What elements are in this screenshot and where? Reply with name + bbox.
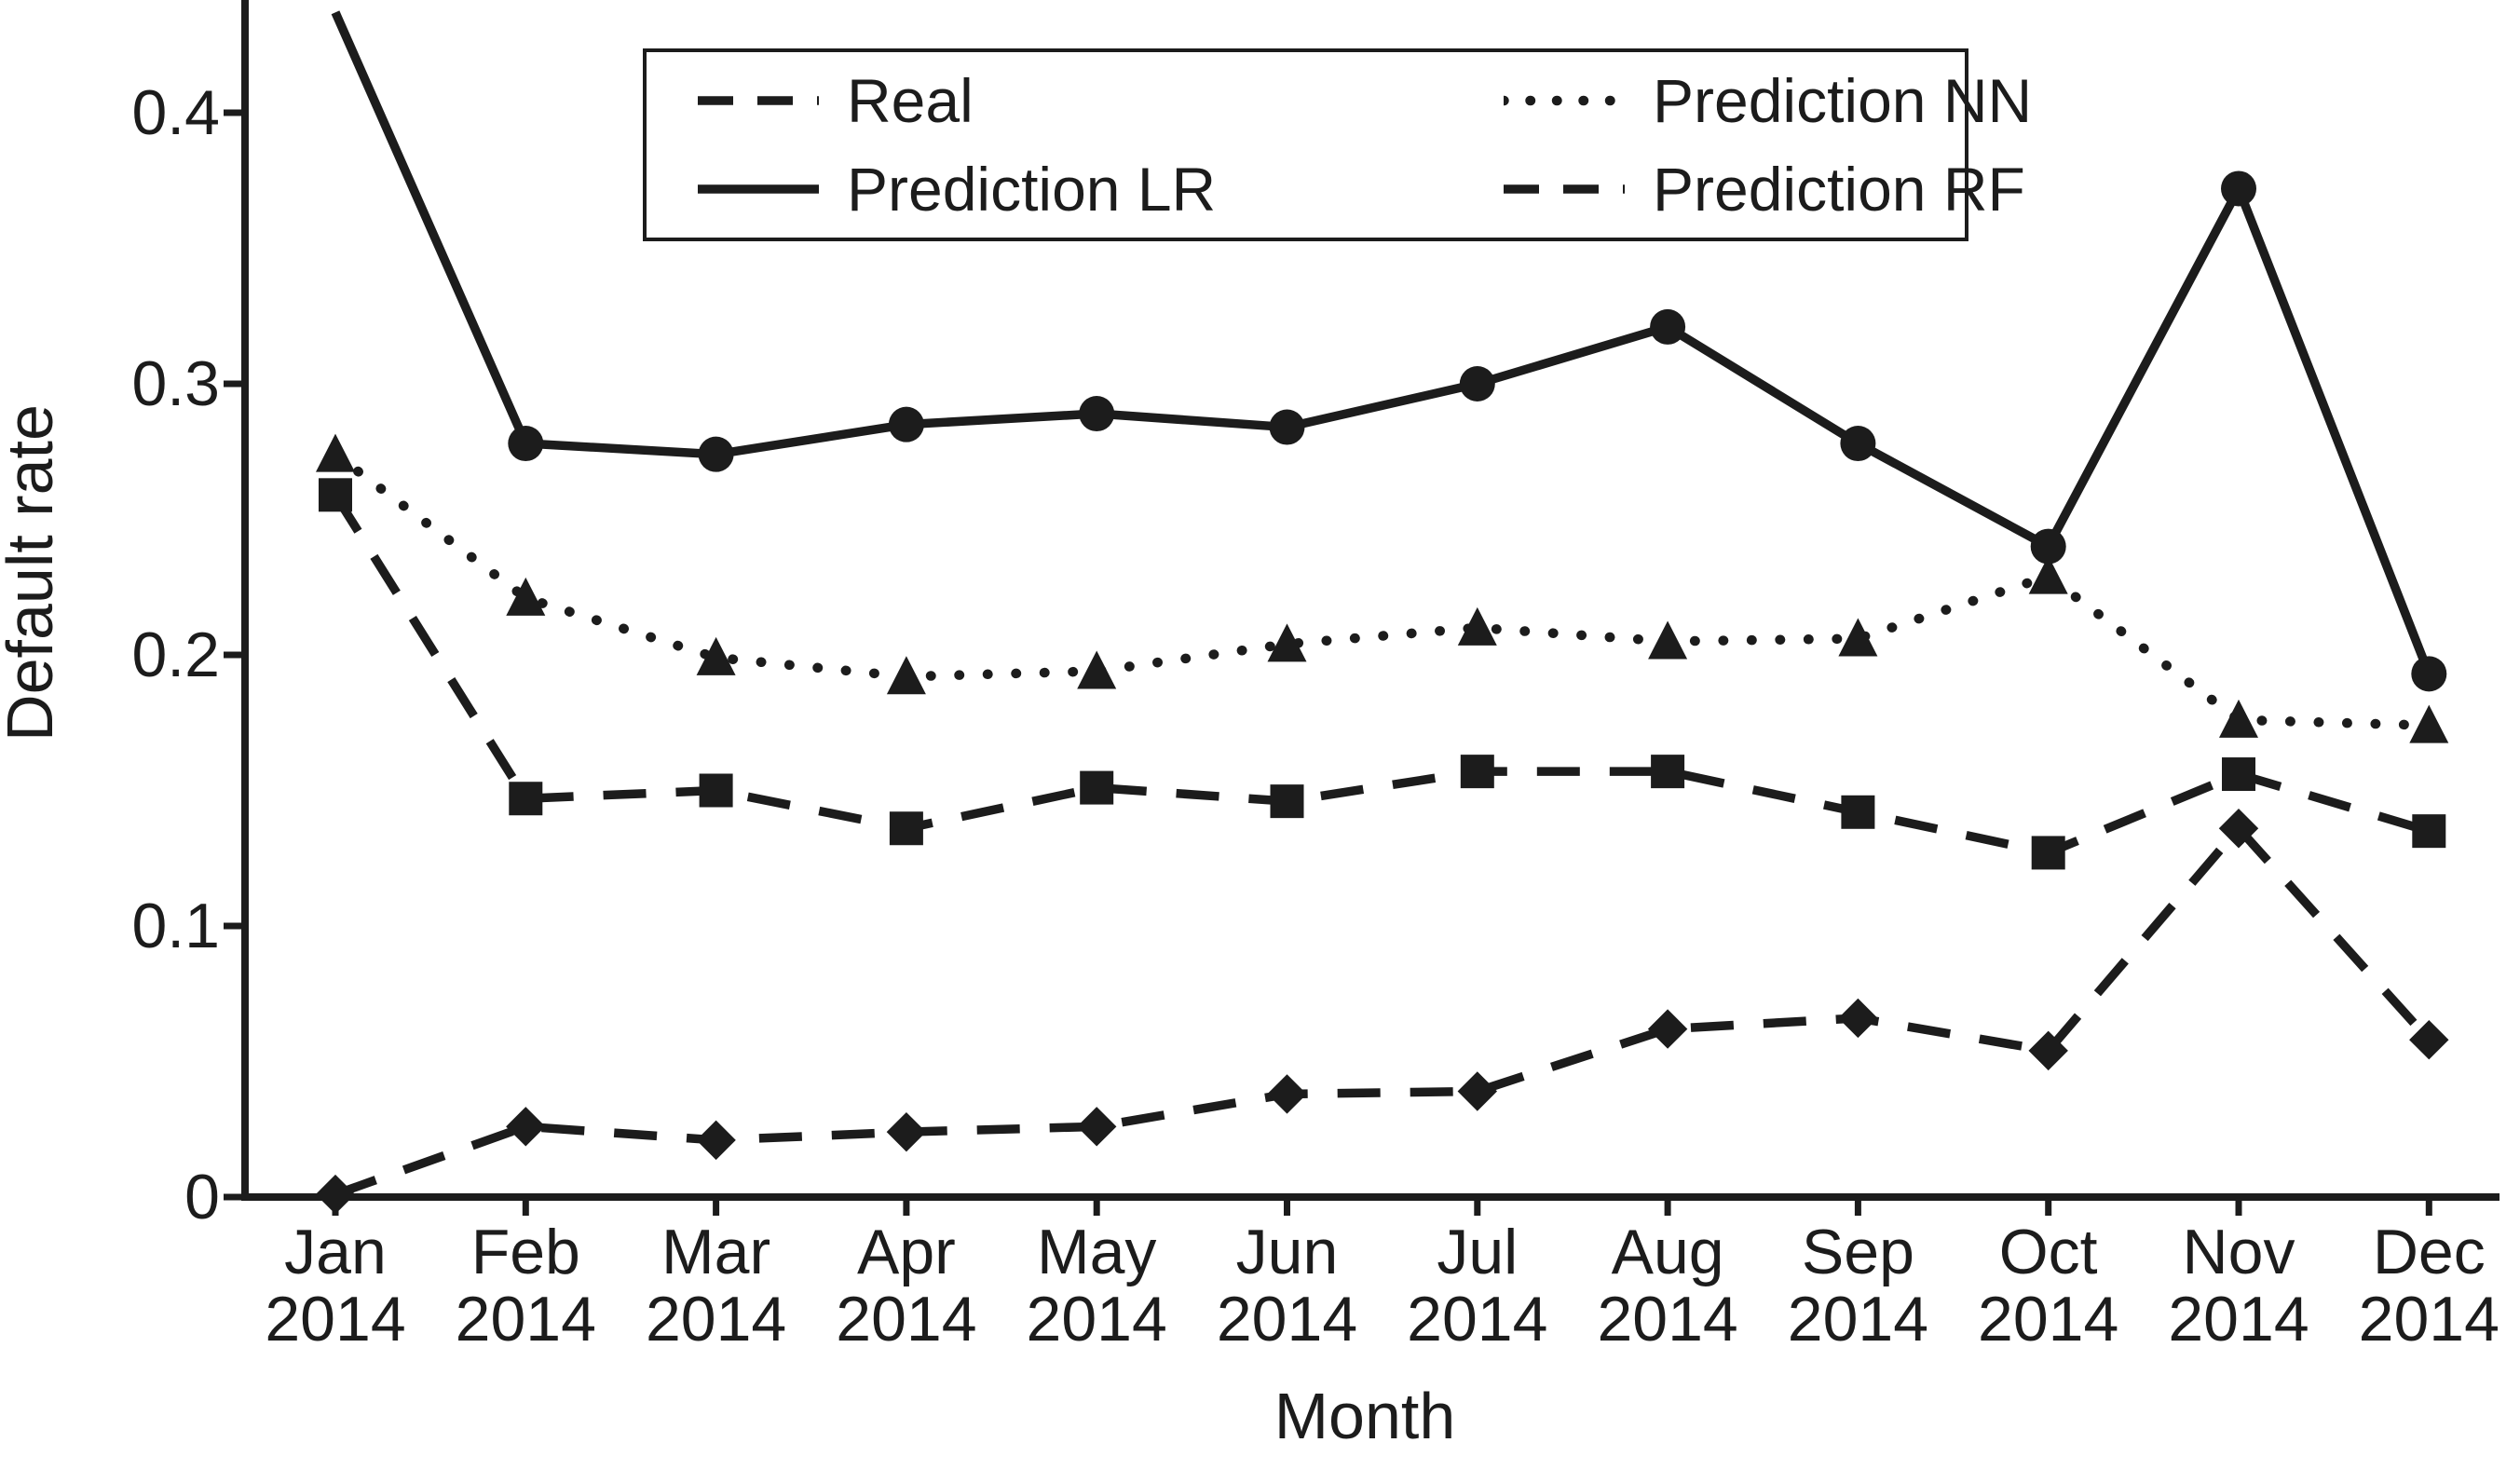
marker-prediction-lr — [1079, 396, 1115, 432]
x-tick-label: Nov 2014 — [2168, 1217, 2309, 1354]
marker-prediction-lr — [2221, 170, 2256, 207]
marker-prediction-rf — [1460, 755, 1494, 789]
marker-prediction-rf — [699, 773, 733, 808]
legend-label-prediction-rf: Prediction RF — [1653, 155, 2025, 225]
legend-entry-real: Real — [698, 56, 1504, 145]
marker-prediction-lr — [1269, 409, 1305, 445]
marker-prediction-lr — [1459, 366, 1495, 402]
marker-real — [1267, 1074, 1307, 1114]
marker-real — [886, 1111, 927, 1152]
x-tick-label: Jan 2014 — [265, 1217, 406, 1354]
marker-prediction-nn — [696, 636, 736, 675]
marker-real — [315, 1174, 356, 1215]
marker-prediction-lr — [698, 436, 734, 472]
marker-prediction-rf — [2222, 757, 2255, 792]
legend-label-prediction-nn: Prediction NN — [1653, 65, 2033, 135]
marker-prediction-nn — [2219, 699, 2258, 738]
x-tick-label: Dec 2014 — [2358, 1217, 2500, 1354]
marker-prediction-rf — [1270, 784, 1304, 819]
marker-real — [1076, 1107, 1117, 1147]
marker-prediction-nn — [2028, 555, 2068, 594]
marker-real — [1838, 998, 1878, 1039]
series-real — [315, 809, 2449, 1215]
marker-prediction-nn — [316, 433, 355, 472]
series-line-prediction-rf — [331, 492, 2431, 858]
marker-prediction-lr — [1840, 426, 1876, 462]
x-tick-label: Feb 2014 — [455, 1217, 596, 1354]
marker-prediction-rf — [1841, 795, 1875, 829]
marker-real — [696, 1120, 736, 1161]
x-tick-label: Mar 2014 — [645, 1217, 787, 1354]
x-tick-label: Jul 2014 — [1407, 1217, 1548, 1354]
marker-prediction-nn — [1077, 650, 1117, 689]
marker-prediction-lr — [508, 426, 544, 462]
marker-prediction-nn — [886, 656, 926, 695]
legend-entry-prediction-lr: Prediction LR — [698, 145, 1504, 235]
marker-prediction-lr — [888, 406, 924, 442]
y-tick-label: 0.4 — [131, 77, 220, 148]
marker-prediction-rf — [1080, 770, 1114, 805]
marker-prediction-rf — [889, 811, 923, 846]
legend-sample-lr-solid-circle-icon — [698, 184, 819, 194]
y-tick-label: 0.3 — [131, 348, 220, 419]
marker-prediction-nn — [2409, 704, 2449, 743]
series-line-prediction-nn — [330, 449, 2434, 730]
legend-entry-prediction-rf: Prediction RF — [1504, 145, 2032, 235]
marker-real — [2028, 1030, 2068, 1071]
series-line-prediction-lr — [331, 10, 2433, 676]
marker-real — [1457, 1071, 1498, 1111]
y-tick-label: 0.2 — [131, 619, 220, 690]
x-axis-title: Month — [1274, 1380, 1456, 1452]
x-tick-label: Aug 2014 — [1597, 1217, 1738, 1354]
marker-prediction-nn — [506, 577, 546, 616]
series-prediction-lr — [331, 10, 2447, 692]
marker-prediction-lr — [2411, 656, 2447, 692]
marker-prediction-nn — [1267, 623, 1307, 662]
x-tick-label: Sep 2014 — [1787, 1217, 1929, 1354]
legend: Real Prediction LR Prediction NN Predict… — [643, 48, 2032, 241]
marker-prediction-lr — [2030, 528, 2066, 565]
legend-label-prediction-lr: Prediction LR — [847, 155, 1217, 225]
marker-prediction-rf — [509, 782, 543, 816]
x-tick-label: Apr 2014 — [836, 1217, 977, 1354]
x-tick-label: Jun 2014 — [1216, 1217, 1358, 1354]
marker-prediction-nn — [1648, 620, 1688, 660]
x-tick-label: Oct 2014 — [1978, 1217, 2119, 1354]
legend-label-real: Real — [847, 65, 974, 135]
marker-prediction-nn — [1838, 618, 1878, 657]
marker-prediction-rf — [2412, 814, 2446, 849]
marker-prediction-rf — [1651, 755, 1685, 789]
marker-real — [2409, 1020, 2449, 1060]
series-prediction-nn — [316, 433, 2449, 743]
marker-real — [506, 1107, 546, 1147]
marker-real — [1647, 1009, 1688, 1049]
series-line-real — [334, 823, 2432, 1199]
y-tick-label: 0 — [184, 1162, 220, 1232]
marker-prediction-rf — [2031, 836, 2065, 870]
marker-prediction-rf — [319, 478, 352, 512]
legend-entry-prediction-nn: Prediction NN — [1504, 56, 2032, 145]
marker-prediction-lr — [1650, 308, 1686, 345]
series-prediction-rf — [319, 478, 2446, 870]
y-tick-label: 0.1 — [131, 891, 220, 961]
marker-prediction-nn — [1457, 606, 1497, 646]
x-tick-label: May 2014 — [1026, 1217, 1167, 1354]
legend-sample-nn-dotted-triangle-icon — [1504, 95, 1625, 105]
legend-sample-real-dashed-diamond-icon — [698, 96, 819, 105]
legend-sample-rf-dashed-square-icon — [1504, 184, 1625, 194]
